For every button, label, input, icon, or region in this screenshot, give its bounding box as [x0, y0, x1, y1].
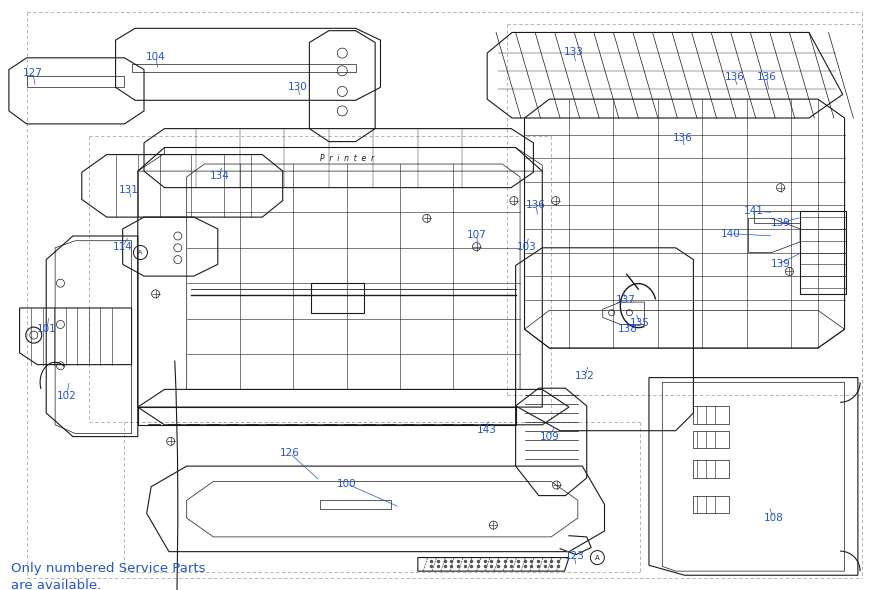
Text: 139: 139 — [771, 218, 790, 228]
Text: 138: 138 — [618, 324, 637, 334]
Text: 134: 134 — [210, 171, 229, 181]
Text: 133: 133 — [564, 47, 583, 57]
Text: P  r  i  n  t  e  r: P r i n t e r — [320, 153, 373, 163]
Text: Only numbered Service Parts
are available.: Only numbered Service Parts are availabl… — [11, 562, 205, 590]
Text: 136: 136 — [526, 201, 546, 210]
Text: A: A — [139, 250, 142, 255]
Text: 130: 130 — [288, 83, 308, 92]
Text: 126: 126 — [280, 448, 300, 458]
Text: 140: 140 — [721, 229, 741, 238]
Text: 135: 135 — [630, 319, 650, 328]
Text: 132: 132 — [575, 372, 595, 381]
Text: 104: 104 — [146, 52, 165, 61]
Text: 123: 123 — [565, 551, 584, 560]
Text: 114: 114 — [113, 242, 132, 251]
Text: 100: 100 — [337, 479, 356, 489]
Text: 127: 127 — [23, 68, 43, 78]
Text: 108: 108 — [764, 513, 783, 523]
Text: 139: 139 — [771, 260, 790, 269]
Text: 101: 101 — [37, 324, 57, 334]
Text: 136: 136 — [725, 72, 744, 81]
Text: 107: 107 — [467, 230, 486, 240]
Text: A: A — [595, 555, 600, 560]
Text: 143: 143 — [477, 425, 496, 434]
Text: 141: 141 — [744, 206, 764, 216]
Text: 103: 103 — [517, 242, 536, 251]
Text: 102: 102 — [57, 392, 76, 401]
Text: 137: 137 — [616, 295, 636, 304]
Text: 136: 136 — [757, 72, 776, 81]
Text: 131: 131 — [119, 185, 139, 195]
Text: 109: 109 — [540, 432, 559, 441]
Text: 136: 136 — [673, 133, 693, 143]
